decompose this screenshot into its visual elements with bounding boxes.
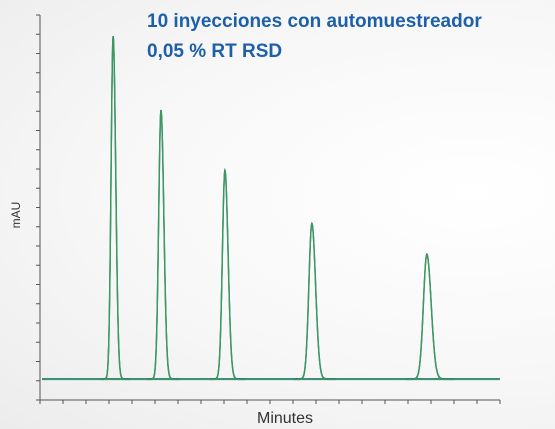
chart-subtitle: 0,05 % RT RSD — [147, 41, 282, 62]
peak — [293, 222, 336, 381]
chart-title: 10 inyecciones con automuestreador — [147, 11, 482, 32]
peak — [209, 167, 246, 380]
x-axis-label: Minutes — [257, 410, 313, 427]
peak — [147, 110, 180, 381]
y-axis-label: mAU — [9, 202, 23, 229]
peak — [293, 221, 336, 380]
peak — [406, 253, 455, 381]
peak — [100, 36, 130, 381]
peak — [406, 252, 455, 380]
peak — [209, 168, 246, 381]
